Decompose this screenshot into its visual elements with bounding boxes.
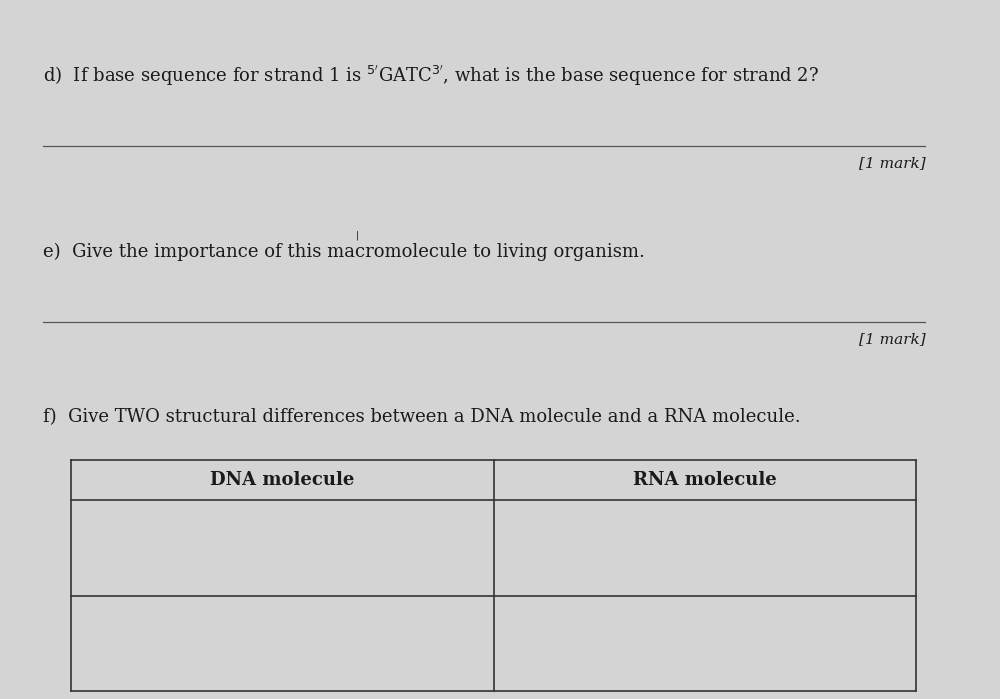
Text: [1 mark]: [1 mark] <box>859 156 925 170</box>
Text: DNA molecule: DNA molecule <box>210 471 355 489</box>
Text: d)  If base sequence for strand 1 is $^{5'}$GATC$^{3'}$, what is the base sequen: d) If base sequence for strand 1 is $^{5… <box>43 63 819 88</box>
Text: |: | <box>356 231 359 240</box>
Text: f)  Give TWO structural differences between a DNA molecule and a RNA molecule.: f) Give TWO structural differences betwe… <box>43 408 800 426</box>
Text: RNA molecule: RNA molecule <box>633 471 777 489</box>
Text: e)  Give the importance of this macromolecule to living organism.: e) Give the importance of this macromole… <box>43 243 644 261</box>
Text: [1 mark]: [1 mark] <box>859 332 925 346</box>
